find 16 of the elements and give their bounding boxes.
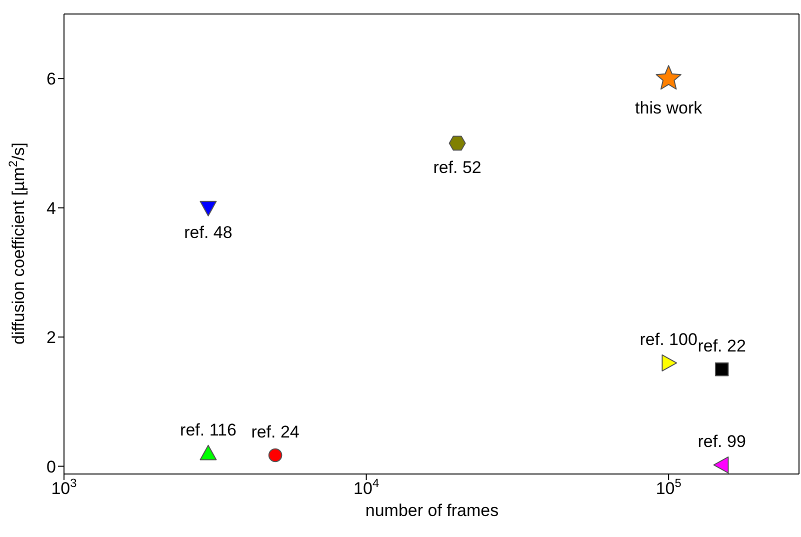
y-tick-label: 4 bbox=[46, 198, 56, 218]
series-label: ref. 99 bbox=[698, 432, 746, 451]
x-tick-label: 10$^{3}$ bbox=[51, 476, 78, 498]
y-tick-label: 2 bbox=[46, 328, 56, 348]
series-label: ref. 116 bbox=[180, 420, 236, 440]
x-tick-label: 10$^{4}$ bbox=[354, 476, 380, 498]
series-label: this work bbox=[635, 98, 703, 118]
series-label: ref. 48 bbox=[184, 222, 232, 242]
y-tick-label: 6 bbox=[46, 70, 56, 89]
series-label: ref. 52 bbox=[433, 158, 482, 178]
x-tick-label: 10$^{5}$ bbox=[656, 476, 682, 498]
series-label: ref. 24 bbox=[251, 422, 300, 442]
y-tick-label: 0 bbox=[46, 457, 56, 476]
series-label: ref. 22 bbox=[698, 336, 746, 356]
series-label: ref. 100 bbox=[640, 330, 698, 349]
x-axis-title: number of frames bbox=[365, 501, 499, 520]
